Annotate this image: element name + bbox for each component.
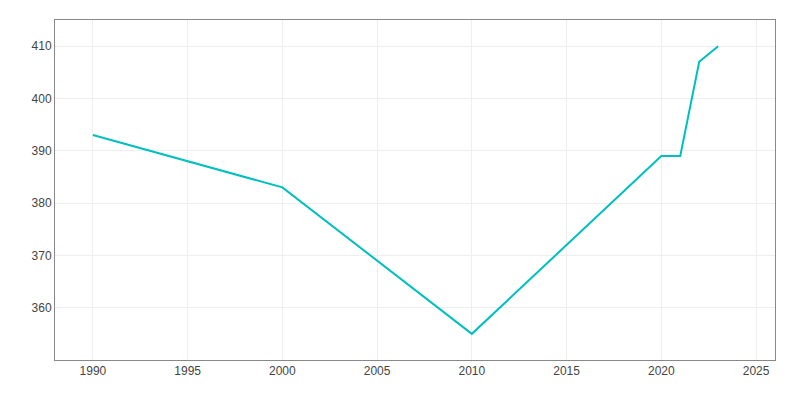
svg-text:390: 390 (32, 144, 52, 158)
svg-text:2015: 2015 (553, 364, 580, 378)
svg-text:410: 410 (32, 39, 52, 53)
svg-text:1995: 1995 (174, 364, 201, 378)
svg-text:360: 360 (32, 301, 52, 315)
svg-text:2000: 2000 (269, 364, 296, 378)
svg-text:2025: 2025 (743, 364, 770, 378)
svg-text:2020: 2020 (648, 364, 675, 378)
svg-text:2010: 2010 (458, 364, 485, 378)
svg-text:400: 400 (32, 92, 52, 106)
svg-text:380: 380 (32, 196, 52, 210)
svg-text:2005: 2005 (364, 364, 391, 378)
svg-text:1990: 1990 (80, 364, 107, 378)
svg-text:370: 370 (32, 249, 52, 263)
